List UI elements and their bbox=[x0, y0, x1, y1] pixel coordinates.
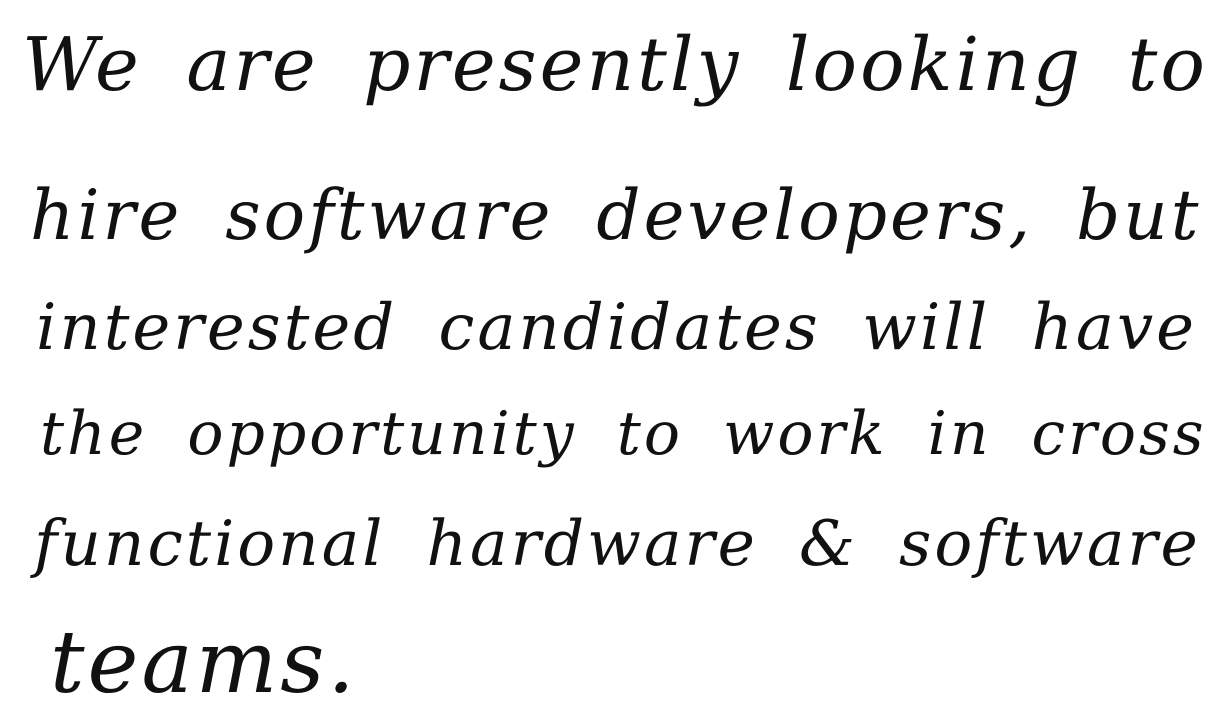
note-line-1: We are presently looking to bbox=[22, 22, 1208, 108]
note-line-4: the opportunity to work in cross bbox=[40, 399, 1207, 469]
note-line-3: interested candidates will have bbox=[36, 291, 1197, 365]
note-line-5: functional hardware & software bbox=[34, 507, 1201, 580]
note-line-2: hire software developers, but bbox=[30, 176, 1202, 256]
note-line-6: teams. bbox=[50, 613, 358, 713]
